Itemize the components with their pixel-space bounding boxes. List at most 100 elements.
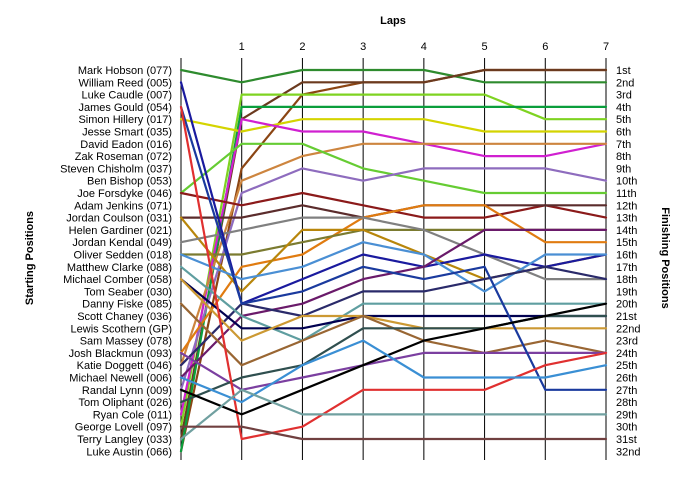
finishing-position-label: 20th bbox=[616, 299, 637, 311]
starting-position-label: David Eadon (016) bbox=[80, 139, 172, 151]
starting-position-label: Steven Chisholm (037) bbox=[60, 163, 172, 175]
series-line bbox=[179, 93, 608, 428]
finishing-position-label: 3rd bbox=[616, 90, 632, 102]
x-tick-label: 3 bbox=[360, 41, 366, 53]
series-line bbox=[179, 81, 608, 305]
series-line bbox=[179, 105, 608, 453]
starting-position-label: William Reed (005) bbox=[78, 77, 172, 89]
finishing-position-label: 29th bbox=[616, 409, 637, 421]
series-line bbox=[179, 105, 608, 441]
series-line bbox=[179, 241, 608, 293]
starting-position-label: Mark Hobson (077) bbox=[78, 65, 172, 77]
finishing-position-label: 5th bbox=[616, 114, 631, 126]
x-axis-title: Laps bbox=[380, 15, 406, 27]
series-line bbox=[179, 278, 608, 342]
starting-position-label: Matthew Clarke (088) bbox=[67, 262, 172, 274]
x-tick-label: 7 bbox=[603, 41, 609, 53]
series-line bbox=[179, 68, 608, 441]
left-axis-title: Starting Positions bbox=[24, 211, 36, 305]
finishing-position-labels: 1st2nd3rd4th5th6th7th8th9th10th11th12th1… bbox=[616, 65, 640, 458]
series-line bbox=[179, 118, 608, 133]
finishing-position-label: 2nd bbox=[616, 77, 634, 89]
starting-position-label: Josh Blackmun (093) bbox=[69, 348, 172, 360]
finishing-position-label: 11th bbox=[616, 188, 637, 200]
finishing-position-label: 27th bbox=[616, 385, 637, 397]
finishing-position-label: 22nd bbox=[616, 323, 640, 335]
finishing-position-label: 32nd bbox=[616, 446, 640, 458]
x-tick-label: 1 bbox=[239, 41, 245, 53]
starting-position-label: Tom Seaber (030) bbox=[84, 286, 172, 298]
starting-position-label: Joe Forsdyke (046) bbox=[77, 188, 172, 200]
series-line bbox=[179, 302, 608, 367]
finishing-position-label: 30th bbox=[616, 422, 637, 434]
finishing-position-label: 21st bbox=[616, 311, 637, 323]
finishing-position-label: 12th bbox=[616, 200, 637, 212]
starting-position-label: Jesse Smart (035) bbox=[82, 127, 172, 139]
x-tick-label: 6 bbox=[542, 41, 548, 53]
finishing-position-label: 16th bbox=[616, 250, 637, 262]
series-line bbox=[179, 68, 608, 84]
finishing-position-label: 13th bbox=[616, 213, 637, 225]
starting-position-label: Randal Lynn (009) bbox=[82, 385, 172, 397]
finishing-position-label: 24th bbox=[616, 348, 637, 360]
series-line bbox=[179, 142, 608, 367]
starting-position-label: Terry Langley (033) bbox=[77, 434, 172, 446]
starting-position-label: Michael Newell (006) bbox=[69, 373, 172, 385]
finishing-position-label: 4th bbox=[616, 102, 631, 114]
starting-position-label: Katie Doggett (046) bbox=[77, 360, 172, 372]
finishing-position-label: 18th bbox=[616, 274, 637, 286]
starting-position-label: Sam Massey (078) bbox=[80, 336, 172, 348]
series-line bbox=[179, 265, 608, 342]
finishing-position-label: 15th bbox=[616, 237, 637, 249]
starting-position-label: George Lovell (097) bbox=[75, 422, 172, 434]
series-lines bbox=[179, 68, 608, 453]
series-line bbox=[179, 216, 608, 281]
finishing-position-label: 6th bbox=[616, 127, 631, 139]
starting-position-label: Tom Oliphant (026) bbox=[78, 397, 172, 409]
x-tick-labels: 1 2 3 4 5 6 7 bbox=[239, 41, 609, 53]
starting-position-label: Helen Gardiner (021) bbox=[69, 225, 172, 237]
series-line bbox=[179, 388, 608, 441]
finishing-position-label: 19th bbox=[616, 286, 637, 298]
finishing-position-label: 14th bbox=[616, 225, 637, 237]
series-line bbox=[179, 425, 608, 441]
finishing-position-label: 31st bbox=[616, 434, 637, 446]
x-tick-label: 5 bbox=[482, 41, 488, 53]
finishing-position-label: 9th bbox=[616, 163, 631, 175]
finishing-position-label: 23rd bbox=[616, 336, 638, 348]
finishing-position-label: 8th bbox=[616, 151, 631, 163]
starting-position-label: Luke Austin (066) bbox=[86, 446, 172, 458]
right-axis-title: Finishing Positions bbox=[659, 207, 671, 308]
x-tick-label: 4 bbox=[421, 41, 427, 53]
series-line bbox=[179, 118, 608, 416]
x-tick-label: 2 bbox=[299, 41, 305, 53]
series-line bbox=[179, 167, 608, 391]
series-line bbox=[179, 278, 608, 330]
series-line bbox=[179, 339, 608, 404]
starting-position-label: Adam Jenkins (071) bbox=[74, 200, 172, 212]
finishing-position-label: 17th bbox=[616, 262, 637, 274]
starting-position-label: Jordan Kendal (049) bbox=[72, 237, 172, 249]
starting-position-label: Lewis Scothern (GP) bbox=[71, 323, 172, 335]
starting-position-label: Luke Caudle (007) bbox=[81, 90, 172, 102]
starting-position-label: Jordan Coulson (031) bbox=[66, 213, 172, 225]
starting-position-label: Danny Fiske (085) bbox=[82, 299, 172, 311]
starting-position-label: James Gould (054) bbox=[78, 102, 172, 114]
starting-position-label: Oliver Sedden (018) bbox=[74, 250, 172, 262]
finishing-position-label: 1st bbox=[616, 65, 631, 77]
finishing-position-label: 28th bbox=[616, 397, 637, 409]
starting-position-label: Simon Hillery (017) bbox=[78, 114, 172, 126]
starting-position-label: Ryan Cole (011) bbox=[93, 409, 172, 421]
finishing-position-label: 26th bbox=[616, 373, 637, 385]
starting-position-label: Scott Chaney (036) bbox=[77, 311, 172, 323]
series-line bbox=[179, 204, 608, 354]
starting-position-label: Michael Comber (058) bbox=[63, 274, 172, 286]
starting-position-label: Ben Bishop (053) bbox=[87, 176, 172, 188]
series-line bbox=[179, 302, 608, 416]
starting-position-label: Zak Roseman (072) bbox=[75, 151, 172, 163]
series-line bbox=[179, 265, 608, 367]
finishing-position-label: 25th bbox=[616, 360, 637, 372]
finishing-position-label: 10th bbox=[616, 176, 637, 188]
finishing-position-label: 7th bbox=[616, 139, 631, 151]
